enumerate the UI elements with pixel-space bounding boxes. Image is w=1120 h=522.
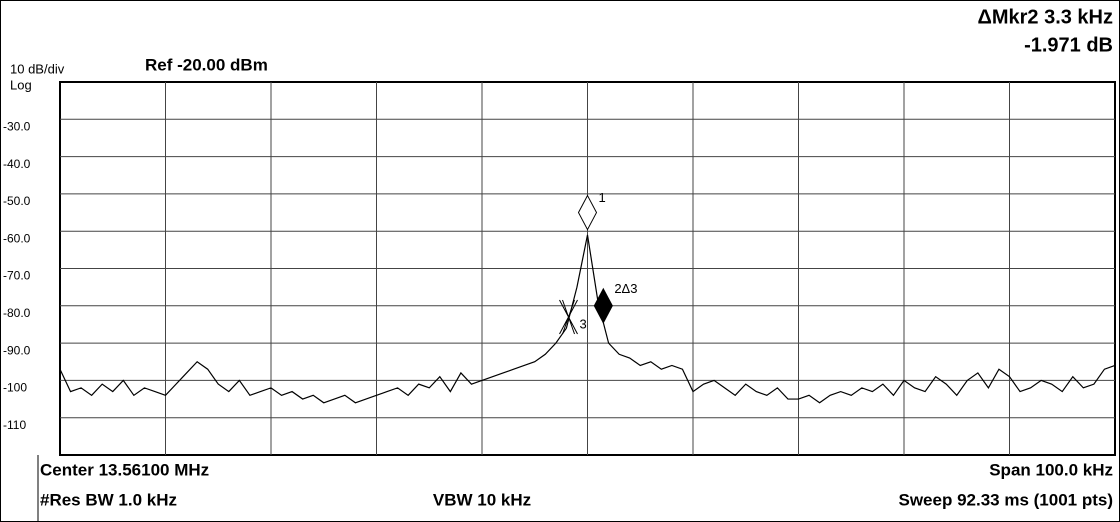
y-tick-label: -90.0	[3, 343, 31, 357]
trace	[59, 234, 1116, 404]
marker-label: 1	[599, 190, 606, 205]
span: Span 100.0 kHz	[989, 460, 1113, 479]
marker-label: 3	[580, 316, 587, 331]
res-bw: #Res BW 1.0 kHz	[40, 490, 177, 509]
y-tick-label: -80.0	[3, 306, 31, 320]
y-tick-label: -40.0	[3, 157, 31, 171]
y-tick-label: -100	[3, 381, 27, 395]
marker	[577, 194, 598, 231]
delta-value: -1.971 dB	[1024, 34, 1113, 56]
y-tick-label: -30.0	[3, 119, 31, 133]
vbw: VBW 10 kHz	[433, 490, 531, 509]
ref-level: Ref -20.00 dBm	[145, 55, 268, 74]
y-tick-label: -70.0	[3, 269, 31, 283]
marker-label: 2Δ3	[614, 281, 637, 296]
sweep: Sweep 92.33 ms (1001 pts)	[898, 490, 1113, 509]
delta-marker: ΔMkr2 3.3 kHz	[977, 6, 1113, 28]
marker	[559, 299, 578, 335]
center: Center 13.56100 MHz	[40, 460, 209, 479]
y-tick-label: -50.0	[3, 194, 31, 208]
scale: 10 dB/div	[10, 61, 65, 76]
y-scale-type: Log	[10, 77, 32, 92]
marker	[593, 287, 613, 324]
y-tick-label: -110	[3, 418, 26, 432]
y-tick-label: -60.0	[3, 231, 31, 245]
